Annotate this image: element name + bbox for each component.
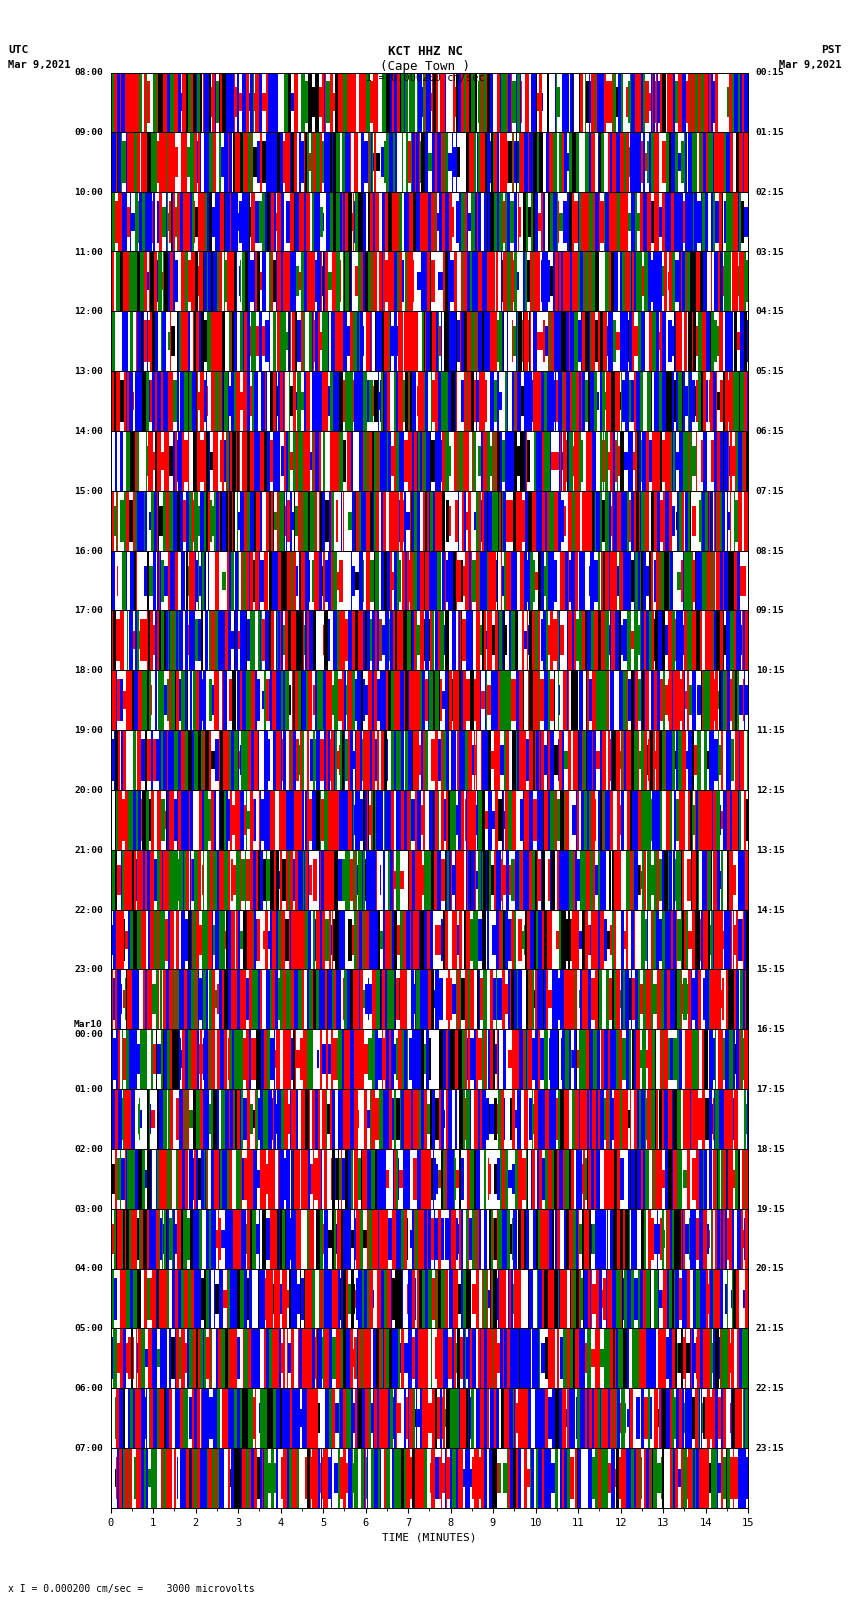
Text: 09:00: 09:00: [74, 127, 103, 137]
Text: Mar10
00:00: Mar10 00:00: [74, 1019, 103, 1039]
Text: PST: PST: [821, 45, 842, 55]
Text: 02:15: 02:15: [756, 187, 785, 197]
Text: 12:00: 12:00: [74, 308, 103, 316]
Text: 11:15: 11:15: [756, 726, 785, 736]
Text: 18:00: 18:00: [74, 666, 103, 676]
Text: 16:00: 16:00: [74, 547, 103, 555]
Text: 13:15: 13:15: [756, 845, 785, 855]
Text: KCT HHZ NC: KCT HHZ NC: [388, 45, 462, 58]
Text: 06:00: 06:00: [74, 1384, 103, 1394]
Text: 14:00: 14:00: [74, 427, 103, 436]
Text: 10:15: 10:15: [756, 666, 785, 676]
Text: 09:15: 09:15: [756, 606, 785, 616]
Text: 15:15: 15:15: [756, 965, 785, 974]
X-axis label: TIME (MINUTES): TIME (MINUTES): [382, 1532, 477, 1542]
Text: I = 0.000200 cm/sec: I = 0.000200 cm/sec: [366, 73, 484, 82]
Text: 22:15: 22:15: [756, 1384, 785, 1394]
Text: 10:00: 10:00: [74, 187, 103, 197]
Text: 18:15: 18:15: [756, 1145, 785, 1153]
Text: 06:15: 06:15: [756, 427, 785, 436]
Text: 08:00: 08:00: [74, 68, 103, 77]
Text: 14:15: 14:15: [756, 905, 785, 915]
Text: 13:00: 13:00: [74, 368, 103, 376]
Text: 01:15: 01:15: [756, 127, 785, 137]
Text: 04:00: 04:00: [74, 1265, 103, 1273]
Text: 05:15: 05:15: [756, 368, 785, 376]
Text: x I = 0.000200 cm/sec =    3000 microvolts: x I = 0.000200 cm/sec = 3000 microvolts: [8, 1584, 255, 1594]
Text: 20:00: 20:00: [74, 786, 103, 795]
Text: 15:00: 15:00: [74, 487, 103, 495]
Text: 20:15: 20:15: [756, 1265, 785, 1273]
Text: 07:15: 07:15: [756, 487, 785, 495]
Text: 17:00: 17:00: [74, 606, 103, 616]
Text: 05:00: 05:00: [74, 1324, 103, 1334]
Text: Mar 9,2021: Mar 9,2021: [779, 60, 842, 69]
Text: (Cape Town ): (Cape Town ): [380, 60, 470, 73]
Text: UTC: UTC: [8, 45, 29, 55]
Text: 02:00: 02:00: [74, 1145, 103, 1153]
Text: 22:00: 22:00: [74, 905, 103, 915]
Text: 23:15: 23:15: [756, 1444, 785, 1453]
Text: 08:15: 08:15: [756, 547, 785, 555]
Text: 19:15: 19:15: [756, 1205, 785, 1213]
Text: 19:00: 19:00: [74, 726, 103, 736]
Text: 23:00: 23:00: [74, 965, 103, 974]
Text: Mar 9,2021: Mar 9,2021: [8, 60, 71, 69]
Text: 04:15: 04:15: [756, 308, 785, 316]
Text: 01:00: 01:00: [74, 1086, 103, 1094]
Text: 12:15: 12:15: [756, 786, 785, 795]
Text: 16:15: 16:15: [756, 1026, 785, 1034]
Text: 07:00: 07:00: [74, 1444, 103, 1453]
Text: 21:00: 21:00: [74, 845, 103, 855]
Text: 03:00: 03:00: [74, 1205, 103, 1213]
Text: 11:00: 11:00: [74, 247, 103, 256]
Text: 00:15: 00:15: [756, 68, 785, 77]
Text: 03:15: 03:15: [756, 247, 785, 256]
Text: 21:15: 21:15: [756, 1324, 785, 1334]
Text: 17:15: 17:15: [756, 1086, 785, 1094]
